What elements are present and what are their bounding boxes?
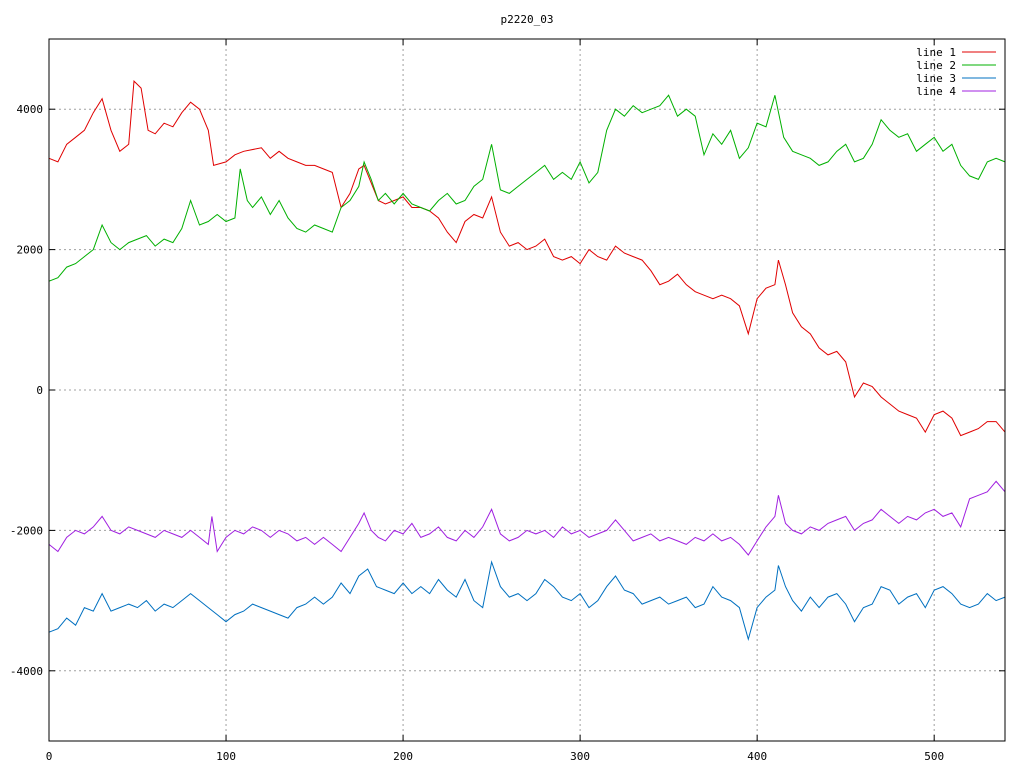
legend-label: line 2 — [916, 59, 956, 72]
y-tick-label: -4000 — [10, 665, 43, 678]
x-tick-label: 400 — [747, 750, 767, 763]
series-line-2 — [48, 94, 1006, 282]
legend-label: line 3 — [916, 72, 956, 85]
x-tick-label: 300 — [570, 750, 590, 763]
y-tick-label: -2000 — [10, 524, 43, 537]
legend-label: line 4 — [916, 85, 956, 98]
series-line-3 — [48, 560, 1006, 642]
chart-title: p2220_03 — [501, 13, 554, 26]
gridlines — [49, 39, 1005, 741]
legend-label: line 1 — [916, 46, 956, 59]
x-tick-label: 0 — [46, 750, 53, 763]
x-tick-label: 500 — [924, 750, 944, 763]
series-line-1 — [48, 79, 1006, 437]
y-tick-label: 4000 — [17, 103, 44, 116]
x-tick-label: 100 — [216, 750, 236, 763]
x-tick-label: 200 — [393, 750, 413, 763]
axis-ticks: 0 100 200 300 400 500 -4000 -2000 0 2000 4000 — [10, 39, 1005, 763]
y-tick-label: 2000 — [17, 244, 44, 257]
series-layer — [48, 79, 1006, 642]
y-tick-label: 0 — [36, 384, 43, 397]
series-line-4 — [48, 480, 1006, 556]
